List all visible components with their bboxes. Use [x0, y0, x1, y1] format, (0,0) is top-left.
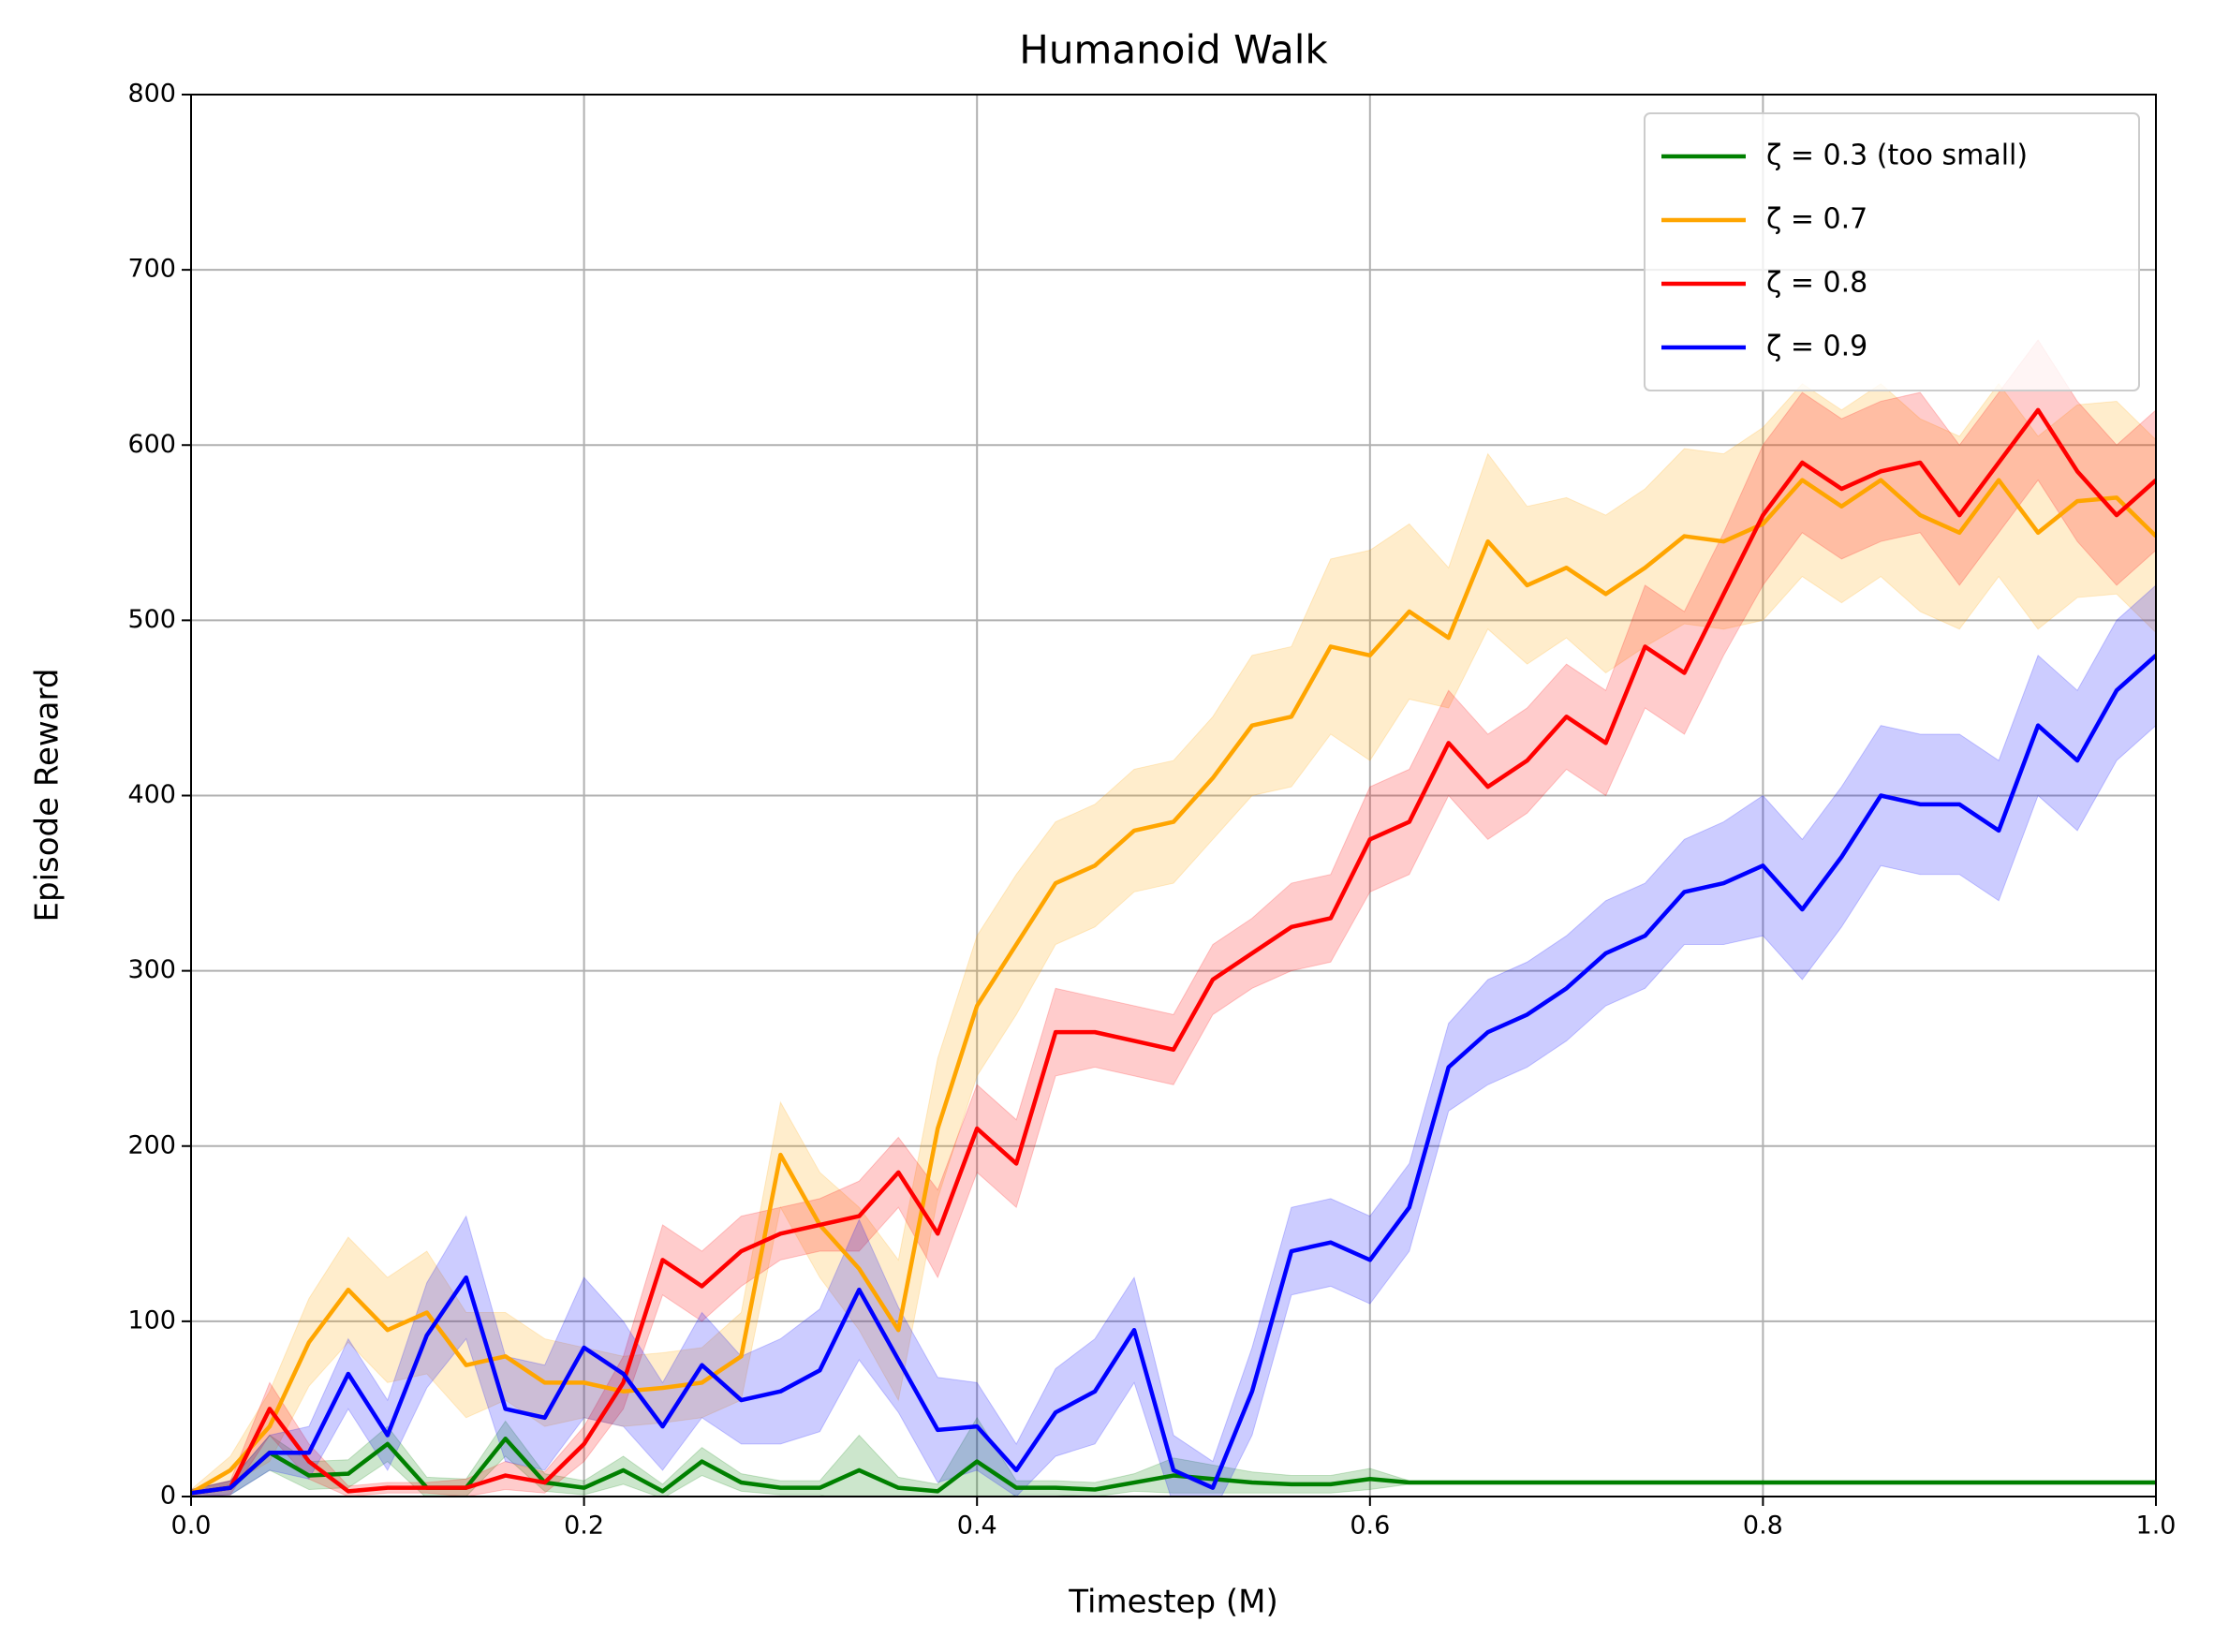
x-tick-label: 0.4 [957, 1512, 997, 1541]
y-tick-label: 0 [160, 1482, 176, 1511]
x-tick-label: 1.0 [2136, 1512, 2177, 1541]
x-tick-label: 0.2 [564, 1512, 604, 1541]
y-tick-label: 800 [127, 80, 176, 109]
x-tick-label: 0.6 [1350, 1512, 1390, 1541]
x-tick-label: 0.0 [171, 1512, 212, 1541]
x-axis-label: Timestep (M) [1068, 1584, 1277, 1621]
error-band [191, 584, 2156, 1497]
legend-label: ζ = 0.8 [1766, 267, 1867, 300]
y-tick-label: 200 [127, 1130, 176, 1159]
error-band [191, 382, 2156, 1497]
x-tick-label: 0.8 [1743, 1512, 1783, 1541]
y-tick-label: 400 [127, 780, 176, 809]
y-tick-label: 700 [127, 255, 176, 284]
series-line [191, 407, 2156, 1496]
error-band [191, 339, 2156, 1497]
series-line [191, 478, 2156, 1496]
y-tick-label: 600 [127, 430, 176, 459]
y-tick-label: 100 [127, 1305, 176, 1335]
y-tick-label: 300 [127, 955, 176, 984]
legend-label: ζ = 0.9 [1766, 331, 1867, 363]
legend: ζ = 0.3 (too small) ζ = 0.7 ζ = 0.8 ζ = 0.9 [1644, 112, 2140, 391]
legend-label: ζ = 0.3 (too small) [1766, 140, 2028, 172]
chart-title: Humanoid Walk [1019, 27, 1328, 73]
series-line [191, 1437, 2156, 1496]
y-tick-label: 500 [127, 605, 176, 634]
legend-label: ζ = 0.7 [1766, 203, 1867, 236]
series-line [191, 654, 2156, 1496]
y-axis-label: Episode Reward [29, 669, 66, 922]
ticks: 0.0 0.2 0.4 0.6 0.8 1.0 0 100 200 300 400 500 600 700… [127, 80, 2176, 1541]
legend-box [1644, 112, 2140, 391]
plot-area [191, 339, 2156, 1497]
